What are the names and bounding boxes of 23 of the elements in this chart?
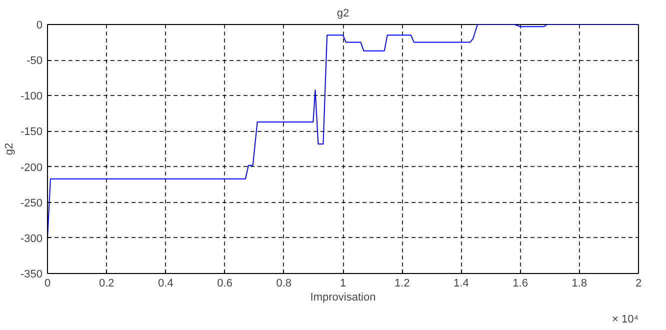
x-tick-label: 1.8 bbox=[572, 278, 588, 290]
y-tick-label: -50 bbox=[26, 55, 43, 68]
y-tick-label: 0 bbox=[36, 20, 43, 32]
x-tick-label: 1.2 bbox=[394, 278, 410, 290]
y-tick-label: -150 bbox=[20, 126, 43, 138]
x-tick-label: 0.6 bbox=[217, 278, 232, 290]
y-axis-title: g2 bbox=[3, 142, 16, 156]
x-tick-label: 2 bbox=[635, 278, 642, 290]
x-tick-label: 0.4 bbox=[158, 278, 174, 290]
chart-title: g2 bbox=[336, 8, 350, 20]
x-tick-label: 1.6 bbox=[512, 278, 528, 290]
y-tick-label: -250 bbox=[20, 197, 43, 210]
x-tick-label: 0.2 bbox=[98, 278, 114, 290]
y-tick-label: -200 bbox=[20, 162, 43, 174]
x-axis-title: Improvisation bbox=[310, 292, 376, 304]
x-tick-label: 0 bbox=[44, 278, 51, 290]
y-tick-label: -300 bbox=[20, 232, 43, 245]
x-tick-label: 1.4 bbox=[454, 278, 469, 290]
x-tick-label: 0.8 bbox=[276, 278, 292, 290]
y-tick-label: -100 bbox=[20, 90, 43, 103]
text: × 10⁴ bbox=[612, 314, 639, 326]
x-tick-label: 1 bbox=[340, 278, 346, 290]
y-tick-label: -350 bbox=[20, 268, 43, 280]
